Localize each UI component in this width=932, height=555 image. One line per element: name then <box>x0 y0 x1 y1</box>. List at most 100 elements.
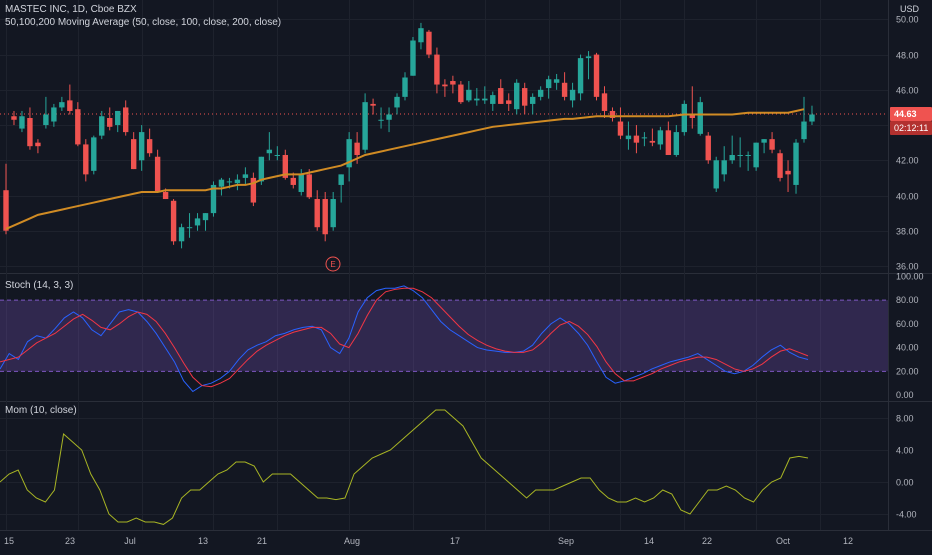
candle <box>745 151 751 171</box>
candle-body <box>338 174 344 185</box>
candle <box>154 149 161 192</box>
price-tick-label: 36.00 <box>896 262 919 272</box>
candle <box>529 93 536 115</box>
momentum-tick-label: 8.00 <box>896 414 914 424</box>
candle <box>737 137 743 168</box>
candle <box>170 199 177 245</box>
candle-body <box>130 139 137 170</box>
candle <box>689 86 695 129</box>
candle <box>210 181 217 217</box>
candle <box>202 213 209 231</box>
price-tick-label: 42.00 <box>896 156 919 166</box>
candle <box>545 75 552 99</box>
candle <box>809 105 815 126</box>
candle <box>641 132 648 147</box>
candle <box>306 169 312 200</box>
candle <box>314 190 320 231</box>
candle-body <box>35 142 41 147</box>
stoch-tick-label: 80.00 <box>896 295 919 305</box>
candle <box>450 75 456 94</box>
last-price-value: 44.63 <box>894 109 917 119</box>
candle-body <box>99 116 105 136</box>
candle <box>561 72 568 101</box>
candle <box>394 93 400 115</box>
candle-body <box>721 160 727 175</box>
candle-body <box>593 54 600 97</box>
candle-body <box>442 84 448 87</box>
candle-body <box>354 142 360 155</box>
candle <box>386 107 392 133</box>
candle <box>793 139 799 194</box>
candle-body <box>418 28 424 43</box>
candle <box>681 100 687 136</box>
candle <box>801 96 807 143</box>
candle-body <box>777 153 783 178</box>
candle-body <box>202 213 209 221</box>
candle <box>506 93 512 111</box>
candle <box>322 191 328 242</box>
candle <box>697 96 703 136</box>
candle <box>107 107 113 131</box>
candle-body <box>737 154 743 156</box>
price-tick-label: 50.00 <box>896 15 919 25</box>
candle-body <box>506 100 512 104</box>
candle-body <box>75 109 81 145</box>
candle-body <box>785 170 791 175</box>
candle <box>218 177 225 196</box>
candle <box>35 139 41 154</box>
stoch-indicator-title: Stoch (14, 3, 3) <box>5 280 74 291</box>
candle-body <box>11 116 17 120</box>
candle-body <box>609 110 616 119</box>
candle-body <box>402 77 408 97</box>
countdown-value: 02:12:11 <box>894 123 928 133</box>
candle <box>514 79 520 115</box>
candle-body <box>617 121 624 136</box>
candle <box>11 110 17 126</box>
candle <box>138 125 145 171</box>
candle-body <box>793 142 799 185</box>
candle <box>761 139 767 154</box>
candle-body <box>498 88 504 104</box>
candle-body <box>729 154 735 161</box>
candle <box>585 51 592 80</box>
momentum-tick-label: 0.00 <box>896 478 914 488</box>
earnings-marker-label: E <box>330 260 335 269</box>
candle <box>186 213 193 238</box>
candle <box>577 54 584 101</box>
candle-body <box>769 139 775 150</box>
candle-body <box>633 135 640 143</box>
candle-body <box>514 82 520 110</box>
candle-body <box>242 174 249 178</box>
candle-body <box>178 227 185 242</box>
candle <box>266 132 273 161</box>
candle <box>729 135 735 164</box>
candle-body <box>705 135 711 161</box>
moving-average-line <box>5 108 805 230</box>
price-tick-label: 48.00 <box>896 51 919 61</box>
price-tick-label: 40.00 <box>896 192 919 202</box>
candle-body <box>51 107 57 122</box>
stoch-d-line <box>0 287 809 388</box>
candle <box>721 146 727 182</box>
x-tick-label: 12 <box>843 536 853 546</box>
momentum-indicator-title: Mom (10, close) <box>5 405 77 416</box>
candle <box>59 96 65 111</box>
candle <box>705 132 711 164</box>
candle <box>370 98 376 115</box>
candle <box>338 174 344 203</box>
candle <box>242 167 249 185</box>
candle <box>330 191 336 231</box>
candle-body <box>625 135 632 140</box>
candle <box>43 96 49 129</box>
candle-body <box>378 119 384 121</box>
candle <box>19 110 25 133</box>
candle-body <box>490 95 496 104</box>
candle-body <box>577 58 584 94</box>
candle-body <box>761 139 767 143</box>
candle-body <box>601 93 608 111</box>
candle <box>785 160 791 192</box>
candle <box>99 110 105 140</box>
price-tick-label: 46.00 <box>896 86 919 96</box>
